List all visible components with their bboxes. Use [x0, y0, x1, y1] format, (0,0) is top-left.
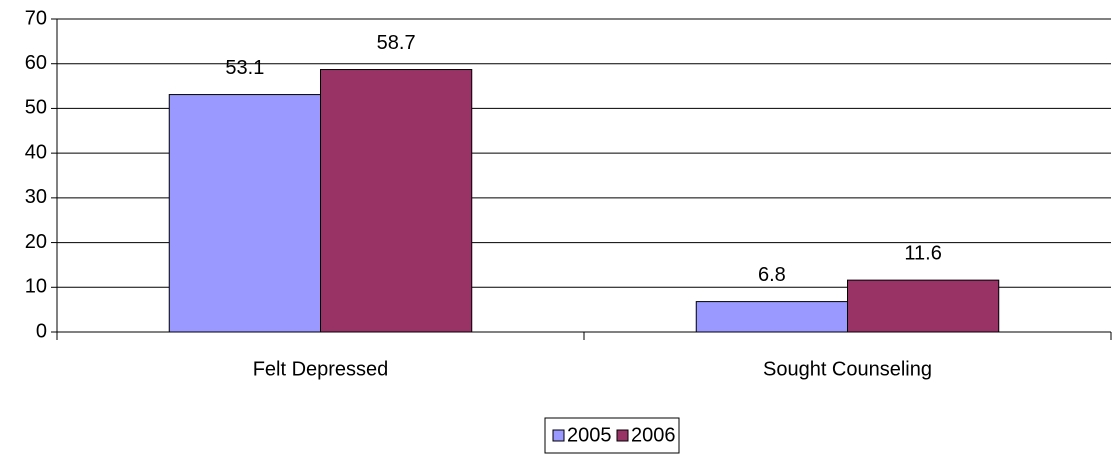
- bar: [847, 279, 1000, 333]
- y-tick-label: 70: [25, 7, 47, 29]
- y-tick-label: 50: [25, 97, 47, 119]
- x-tick-label: Felt Depressed: [253, 358, 389, 380]
- data-label: 11.6: [904, 242, 941, 264]
- y-tick-label: 40: [25, 141, 47, 163]
- y-tick-label: 60: [25, 52, 47, 74]
- bar: [168, 94, 321, 333]
- legend-label: 2005: [567, 424, 612, 446]
- data-label: 53.1: [225, 57, 264, 79]
- x-tick-label: Sought Counseling: [763, 358, 932, 380]
- legend-swatch: [616, 429, 629, 442]
- legend-box: [544, 417, 680, 454]
- y-tick-label: 20: [25, 231, 47, 253]
- legend-swatch: [552, 429, 565, 442]
- y-tick-label: 10: [25, 276, 47, 298]
- legend-label: 2006: [631, 424, 676, 446]
- y-tick-label: 30: [25, 186, 47, 208]
- y-tick-label: 0: [36, 320, 47, 342]
- data-label: 58.7: [377, 32, 416, 54]
- data-label: 6.8: [758, 264, 786, 286]
- bar: [320, 69, 473, 333]
- bar: [695, 301, 848, 333]
